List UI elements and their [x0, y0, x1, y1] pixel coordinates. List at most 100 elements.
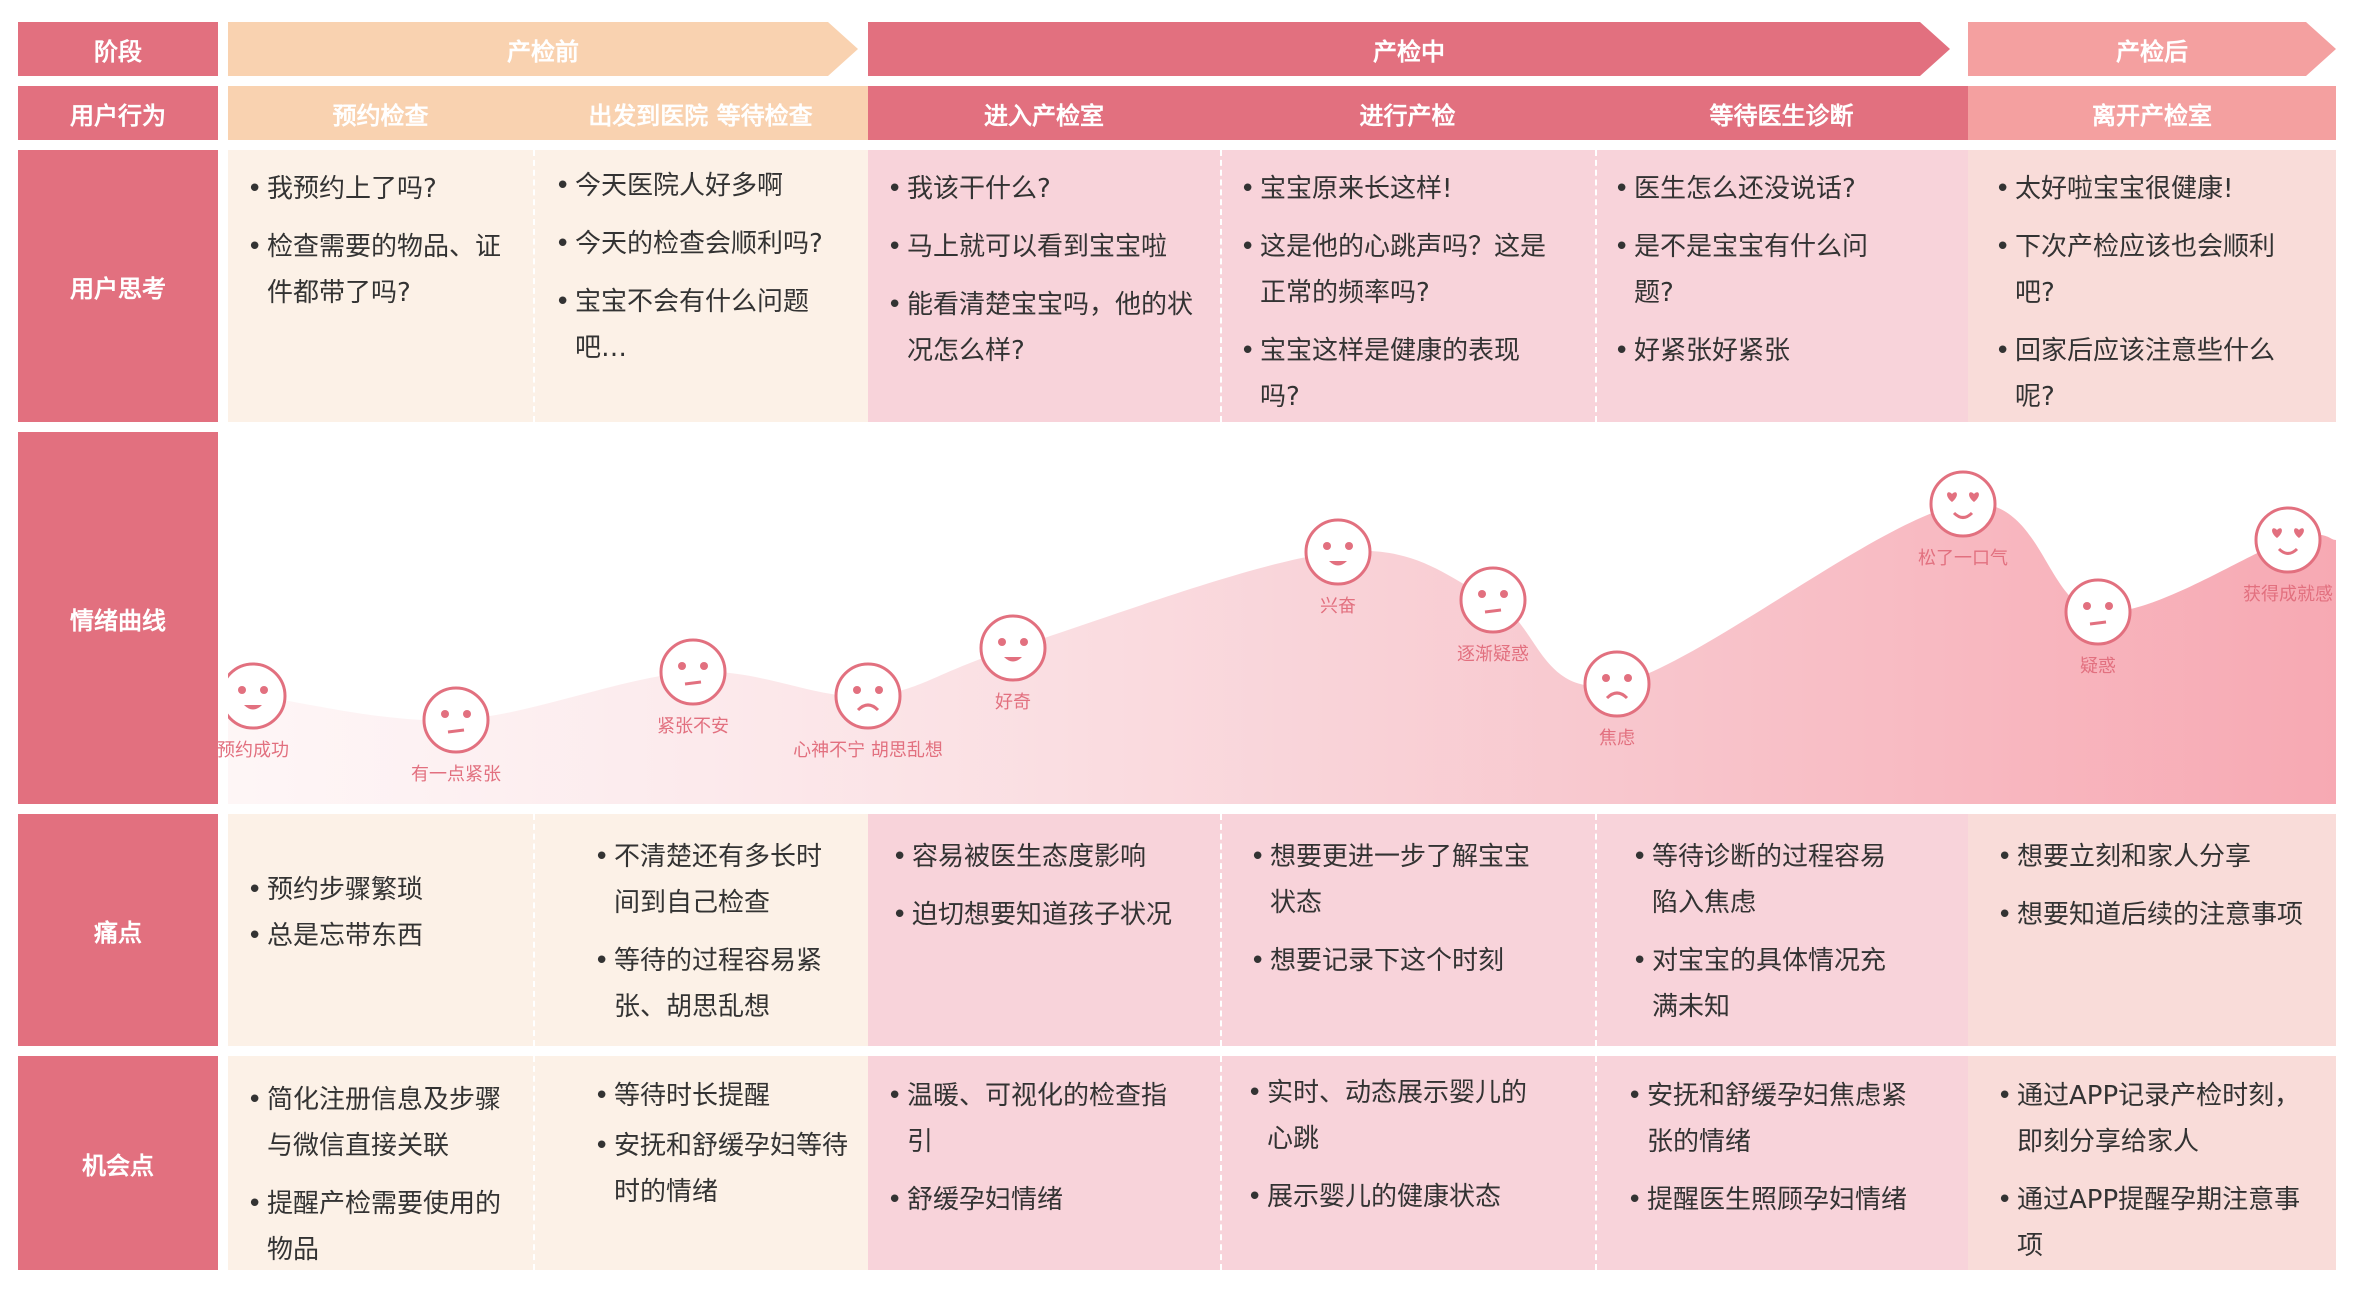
- opportunity-list-6: 通过APP记录产检时刻，即刻分享给家人 通过APP提醒孕期注意事项: [1995, 1073, 2315, 1281]
- opportunity-list-2: 等待时长提醒 安抚和舒缓孕妇等待时的情绪: [592, 1073, 857, 1227]
- row-label-pain-text: 痛点: [94, 918, 142, 947]
- list-item: 展示婴儿的健康状态: [1245, 1174, 1545, 1220]
- emotion-label: 预约成功: [217, 740, 289, 761]
- thinking-list-1: 我预约上了吗? 检查需要的物品、证件都带了吗?: [245, 166, 520, 328]
- list-item: 想要更进一步了解宝宝状态: [1248, 834, 1538, 926]
- pain-list-3: 容易被医生态度影响 迫切想要知道孩子状况: [890, 834, 1190, 950]
- emotion-label: 好奇: [995, 692, 1031, 713]
- list-item: 宝宝不会有什么问题吧…: [553, 279, 853, 371]
- sad-face-icon: [1583, 650, 1651, 718]
- row-label-stage-text: 阶段: [94, 37, 142, 66]
- row-label-stage: 阶段: [18, 22, 218, 76]
- list-item: 提醒医生照顾孕妇情绪: [1625, 1177, 1925, 1223]
- opportunity-list-3: 温暖、可视化的检查指引 舒缓孕妇情绪: [885, 1073, 1185, 1235]
- list-item: 我该干什么?: [885, 166, 1210, 212]
- list-item: 马上就可以看到宝宝啦: [885, 224, 1210, 270]
- row-label-behavior-text: 用户行为: [70, 101, 166, 130]
- behavior-1: 预约检查: [228, 86, 533, 140]
- column-divider: [533, 1056, 535, 1270]
- emotion-label: 焦虑: [1599, 728, 1635, 749]
- row-label-opportunity: 机会点: [18, 1056, 218, 1270]
- emotion-curve-chart: [228, 470, 2336, 804]
- neutral-face-icon: [1459, 566, 1527, 634]
- behavior-5-text: 等待医生诊断: [1709, 101, 1854, 130]
- thinking-list-3: 我该干什么? 马上就可以看到宝宝啦 能看清楚宝宝吗，他的状况怎么样?: [885, 166, 1210, 386]
- stage-before-arrow-shape: [228, 22, 858, 76]
- behavior-6: 离开产检室: [1968, 86, 2336, 140]
- list-item: 想要记录下这个时刻: [1248, 938, 1538, 984]
- stage-after-label: 产检后: [2116, 37, 2188, 66]
- list-item: 容易被医生态度影响: [890, 834, 1190, 880]
- list-item: 医生怎么还没说话?: [1612, 166, 1902, 212]
- love-face-icon: [2254, 506, 2322, 574]
- opportunity-list-1: 简化注册信息及步骤与微信直接关联 提醒产检需要使用的物品: [245, 1077, 520, 1285]
- column-divider: [1595, 1056, 1597, 1270]
- list-item: 总是忘带东西: [245, 913, 520, 959]
- list-item: 安抚和舒缓孕妇焦虑紧张的情绪: [1625, 1073, 1925, 1165]
- stage-during-label: 产检中: [1373, 37, 1445, 66]
- column-divider: [1220, 150, 1222, 422]
- list-item: 太好啦宝宝很健康!: [1993, 166, 2308, 212]
- row-label-emotion: 情绪曲线: [18, 432, 218, 804]
- list-item: 今天的检查会顺利吗?: [553, 221, 853, 267]
- thinking-list-4: 宝宝原来长这样! 这是他的心跳声吗？这是正常的频率吗? 宝宝这样是健康的表现吗?: [1238, 166, 1558, 432]
- emotion-curve-area: [228, 503, 2336, 804]
- list-item: 想要立刻和家人分享: [1995, 834, 2315, 880]
- row-label-behavior: 用户行为: [18, 86, 218, 140]
- row-label-emotion-text: 情绪曲线: [70, 606, 166, 635]
- stage-after-arrow-shape: [1968, 22, 2336, 76]
- list-item: 迫切想要知道孩子状况: [890, 892, 1190, 938]
- emotion-label: 兴奋: [1320, 596, 1356, 617]
- list-item: 等待的过程容易紧张、胡思乱想: [592, 938, 842, 1030]
- emotion-label: 有一点紧张: [411, 764, 501, 785]
- behavior-6-text: 离开产检室: [2092, 101, 2212, 130]
- pain-list-1: 预约步骤繁琐 总是忘带东西: [245, 867, 520, 971]
- emotion-label: 逐渐疑惑: [1457, 644, 1529, 665]
- emotion-label: 疑惑: [2080, 656, 2116, 677]
- behavior-4-text: 进行产检: [1359, 101, 1456, 130]
- behavior-1-text: 预约检查: [332, 101, 429, 130]
- sad-face-icon: [834, 662, 902, 730]
- list-item: 提醒产检需要使用的物品: [245, 1181, 520, 1273]
- behavior-2: 出发到医院 等待检查: [533, 86, 868, 140]
- neutral-face-icon: [2064, 578, 2132, 646]
- neutral-face-icon: [659, 638, 727, 706]
- love-face-icon: [1929, 470, 1997, 538]
- happy-face-icon: [1304, 518, 1372, 586]
- behavior-3: 进入产检室: [868, 86, 1220, 140]
- list-item: 不清楚还有多长时间到自己检查: [592, 834, 842, 926]
- thinking-list-2: 今天医院人好多啊 今天的检查会顺利吗? 宝宝不会有什么问题吧…: [553, 163, 853, 383]
- stage-before-label: 产检前: [507, 37, 579, 66]
- list-item: 好紧张好紧张: [1612, 328, 1902, 374]
- thinking-list-5: 医生怎么还没说话? 是不是宝宝有什么问题? 好紧张好紧张: [1612, 166, 1902, 386]
- stage-after-arrow: 产检后: [1968, 22, 2336, 76]
- emotion-faces: [228, 470, 2322, 754]
- list-item: 宝宝原来长这样!: [1238, 166, 1558, 212]
- list-item: 实时、动态展示婴儿的心跳: [1245, 1070, 1545, 1162]
- stage-before-arrow: 产检前: [228, 22, 858, 76]
- list-item: 温暖、可视化的检查指引: [885, 1073, 1185, 1165]
- emotion-label: 松了一口气: [1918, 548, 2008, 569]
- list-item: 今天医院人好多啊: [553, 163, 853, 209]
- list-item: 这是他的心跳声吗？这是正常的频率吗?: [1238, 224, 1558, 316]
- opportunity-list-5: 安抚和舒缓孕妇焦虑紧张的情绪 提醒医生照顾孕妇情绪: [1625, 1073, 1925, 1235]
- list-item: 宝宝这样是健康的表现吗?: [1238, 328, 1558, 420]
- behavior-5: 等待医生诊断: [1595, 86, 1968, 140]
- list-item: 通过APP提醒孕期注意事项: [1995, 1177, 2315, 1269]
- row-label-thinking-text: 用户思考: [70, 274, 166, 303]
- pain-list-4: 想要更进一步了解宝宝状态 想要记录下这个时刻: [1248, 834, 1538, 996]
- stage-during-arrow-shape: [868, 22, 1950, 76]
- list-item: 预约步骤繁琐: [245, 867, 520, 913]
- emotion-label: 心神不宁 胡思乱想: [793, 740, 943, 761]
- stage-during-arrow: 产检中: [868, 22, 1950, 76]
- list-item: 想要知道后续的注意事项: [1995, 892, 2315, 938]
- behavior-2-text: 出发到医院 等待检查: [588, 101, 813, 130]
- column-divider: [1595, 814, 1597, 1046]
- list-item: 通过APP记录产检时刻，即刻分享给家人: [1995, 1073, 2315, 1165]
- row-label-thinking: 用户思考: [18, 150, 218, 422]
- list-item: 简化注册信息及步骤与微信直接关联: [245, 1077, 520, 1169]
- behavior-3-text: 进入产检室: [984, 101, 1104, 130]
- pain-list-6: 想要立刻和家人分享 想要知道后续的注意事项: [1995, 834, 2315, 950]
- column-divider: [1220, 1056, 1222, 1270]
- thinking-list-6: 太好啦宝宝很健康! 下次产检应该也会顺利吧? 回家后应该注意些什么呢?: [1993, 166, 2308, 432]
